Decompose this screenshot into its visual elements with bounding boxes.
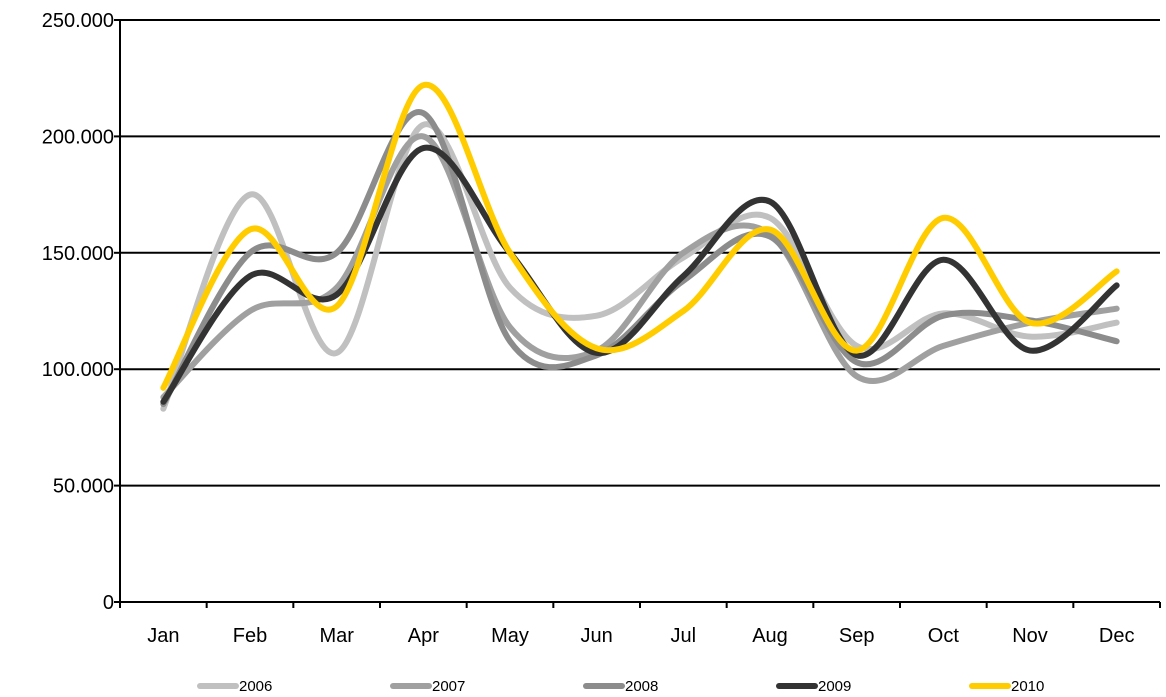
y-tick-label: 50.000: [53, 476, 114, 498]
legend-label-2009: 2009: [818, 678, 851, 695]
x-tick-label: May: [491, 625, 529, 647]
y-tick-label: 100.000: [42, 359, 114, 381]
x-tick-label: Mar: [319, 625, 354, 647]
x-tick-label: Aug: [752, 625, 788, 647]
x-tick-label: Apr: [408, 625, 439, 647]
x-tick-label: Oct: [928, 625, 960, 647]
legend-label-2007: 2007: [432, 678, 465, 695]
axis-layer: 0 50.000 100.000 150.000 200.000 250.000 Jan Fe…: [42, 10, 1161, 647]
series-line-2008: [160, 109, 1120, 408]
x-tick-label: Jun: [581, 625, 613, 647]
x-tick-label: Jan: [147, 625, 179, 647]
legend-label-2010: 2010: [1011, 678, 1044, 695]
y-tick-label: 200.000: [42, 126, 114, 148]
series-layer: [160, 82, 1120, 412]
x-tick-label: Feb: [233, 625, 267, 647]
x-tick-label: Jul: [671, 625, 697, 647]
x-tick-label: Nov: [1012, 625, 1048, 647]
series-line-2010: [160, 82, 1120, 391]
series-line-2006: [160, 121, 1120, 412]
y-tick-label: 0: [103, 592, 114, 614]
y-tick-label: 150.000: [42, 243, 114, 265]
legend-label-2006: 2006: [239, 678, 272, 695]
grid-layer: [120, 19, 1160, 487]
legend: 2006 2007 2008 2009 2010: [197, 678, 1044, 695]
x-tick-label: Dec: [1099, 625, 1135, 647]
series-line-2007: [160, 133, 1120, 401]
legend-label-2008: 2008: [625, 678, 658, 695]
y-tick-label: 250.000: [42, 10, 114, 32]
series-line-2009: [160, 144, 1120, 405]
x-tick-label: Sep: [839, 625, 875, 647]
